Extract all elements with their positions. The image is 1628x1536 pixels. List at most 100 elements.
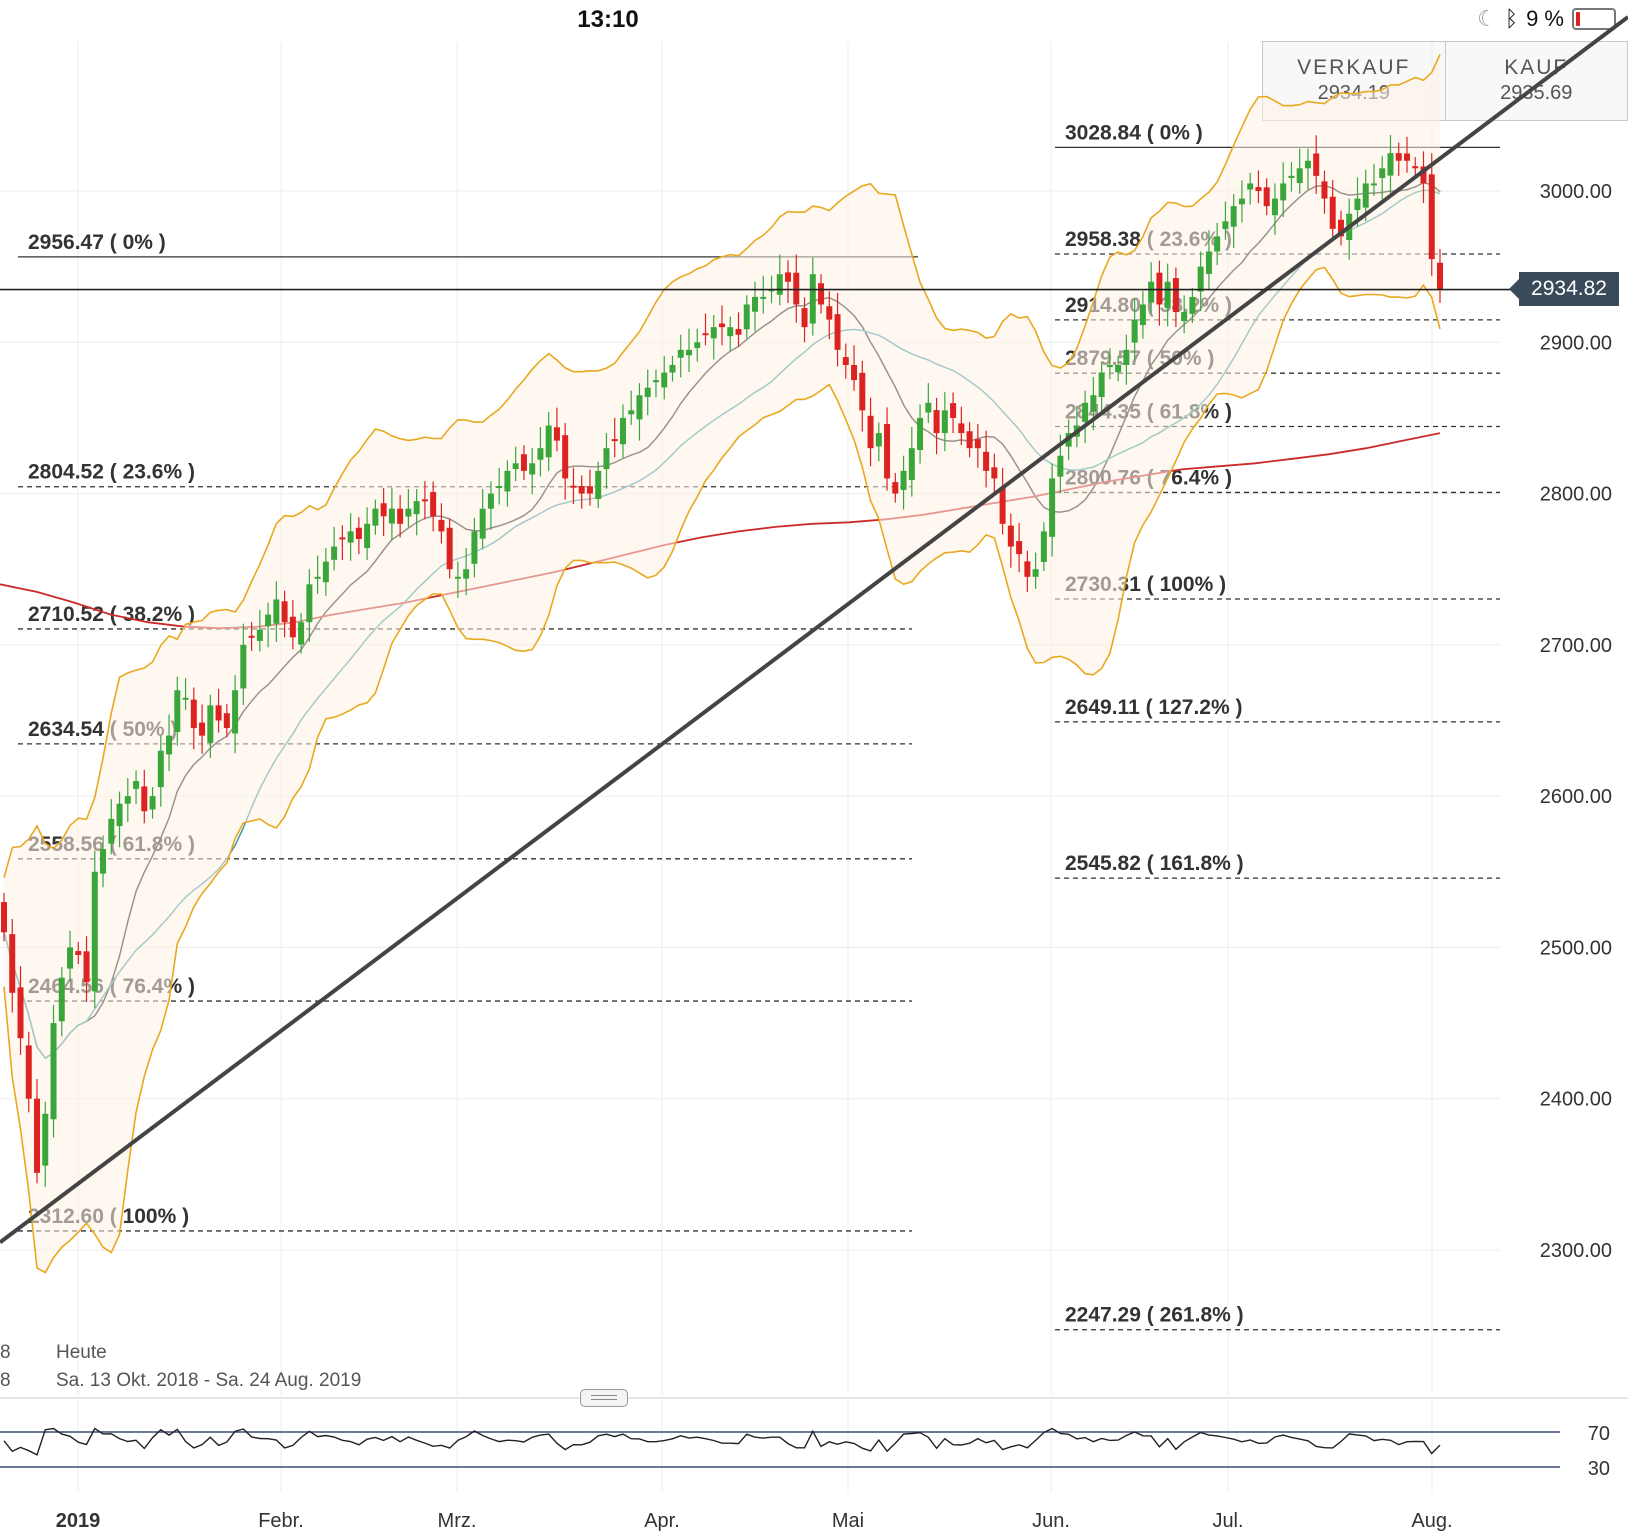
candle <box>933 410 940 434</box>
candle <box>1115 364 1122 373</box>
candle <box>752 296 759 312</box>
x-tick-label: Mai <box>832 1510 864 1532</box>
candle <box>595 470 602 500</box>
candle <box>372 508 379 526</box>
candle <box>826 306 833 320</box>
candle <box>1387 153 1394 176</box>
candle <box>685 349 692 356</box>
candle <box>355 527 362 539</box>
candle <box>306 584 313 623</box>
candle <box>809 274 816 324</box>
candle <box>983 451 990 471</box>
candle <box>1016 541 1023 555</box>
x-tick-label: Jul. <box>1212 1510 1243 1532</box>
candle <box>958 423 965 434</box>
candle <box>1280 183 1287 201</box>
candle <box>801 308 808 328</box>
candle <box>207 705 214 743</box>
candle <box>520 454 527 471</box>
candle <box>818 283 825 305</box>
candle <box>1040 531 1047 562</box>
x-tick-label: Aug. <box>1411 1510 1452 1532</box>
x-tick-label: Jun. <box>1032 1510 1070 1532</box>
candle <box>628 410 635 415</box>
candle <box>273 599 280 624</box>
status-icons: ☾ ᛒ 9 % <box>1477 6 1616 32</box>
candle <box>182 697 189 700</box>
x-axis: 2019 Febr. Mrz. Apr. Mai Jun. Jul. Aug. <box>56 1510 1453 1532</box>
candle <box>438 519 445 532</box>
battery-icon <box>1572 8 1616 30</box>
candle <box>1420 166 1427 184</box>
y-tick-label: 2300.00 <box>1540 1240 1612 1262</box>
candle <box>735 328 742 335</box>
candle <box>1139 304 1146 326</box>
candle <box>100 849 107 874</box>
candle <box>397 508 404 524</box>
candles <box>1 135 1443 1187</box>
y-tick-label: 3000.00 <box>1540 181 1612 203</box>
candle <box>1412 166 1419 169</box>
candle <box>281 601 288 623</box>
candle <box>1230 206 1237 227</box>
candle <box>9 934 16 993</box>
candle <box>413 501 420 515</box>
rsi-30-label: 30 <box>1588 1458 1610 1480</box>
candle <box>991 467 998 479</box>
candle <box>925 402 932 413</box>
y-tick-label: 2900.00 <box>1540 332 1612 354</box>
candle <box>793 272 800 305</box>
candle <box>537 448 544 460</box>
candle <box>322 561 329 583</box>
candle <box>265 614 272 627</box>
candle <box>1271 198 1278 216</box>
candle <box>1172 278 1179 313</box>
candle <box>529 463 536 475</box>
candle <box>702 333 709 336</box>
candle <box>776 274 783 295</box>
candle <box>380 503 387 517</box>
candle <box>1214 236 1221 252</box>
candle <box>1205 251 1212 274</box>
date-range: Sa. 13 Okt. 2018 - Sa. 24 Aug. 2019 <box>56 1370 362 1391</box>
candle <box>174 690 181 732</box>
trendline <box>0 15 1628 1245</box>
candle <box>1082 402 1089 422</box>
candle <box>1313 153 1320 176</box>
fib-label-left: 2804.52 ( 23.6% ) <box>28 461 195 484</box>
candle <box>256 629 263 641</box>
candle <box>908 448 915 480</box>
candle <box>1106 364 1113 368</box>
candle <box>454 576 461 579</box>
candle <box>1032 569 1039 577</box>
candle <box>166 735 173 755</box>
candle <box>1296 168 1303 184</box>
candle <box>834 314 841 350</box>
candle <box>1131 319 1138 343</box>
panel-resize-handle[interactable] <box>580 1389 628 1407</box>
candle <box>479 508 486 539</box>
candle <box>1189 296 1196 314</box>
candle <box>1164 281 1171 309</box>
candle <box>1428 174 1435 260</box>
candle <box>1156 272 1163 305</box>
candle <box>1437 262 1443 290</box>
candle <box>83 951 90 983</box>
candle <box>141 786 148 812</box>
candle <box>34 1098 41 1173</box>
candle <box>463 569 470 579</box>
candle <box>1329 196 1336 229</box>
candle <box>1024 561 1031 577</box>
candle <box>1197 266 1204 292</box>
candle <box>124 796 131 804</box>
bollinger-bands <box>3 54 1441 1274</box>
sma200-line <box>0 432 1441 630</box>
candle <box>917 417 924 451</box>
candle <box>17 987 24 1039</box>
candle <box>1057 455 1064 477</box>
candle <box>1255 187 1262 191</box>
candle <box>496 486 503 489</box>
bollinger-upper <box>3 54 1441 879</box>
moon-icon: ☾ <box>1477 6 1497 31</box>
